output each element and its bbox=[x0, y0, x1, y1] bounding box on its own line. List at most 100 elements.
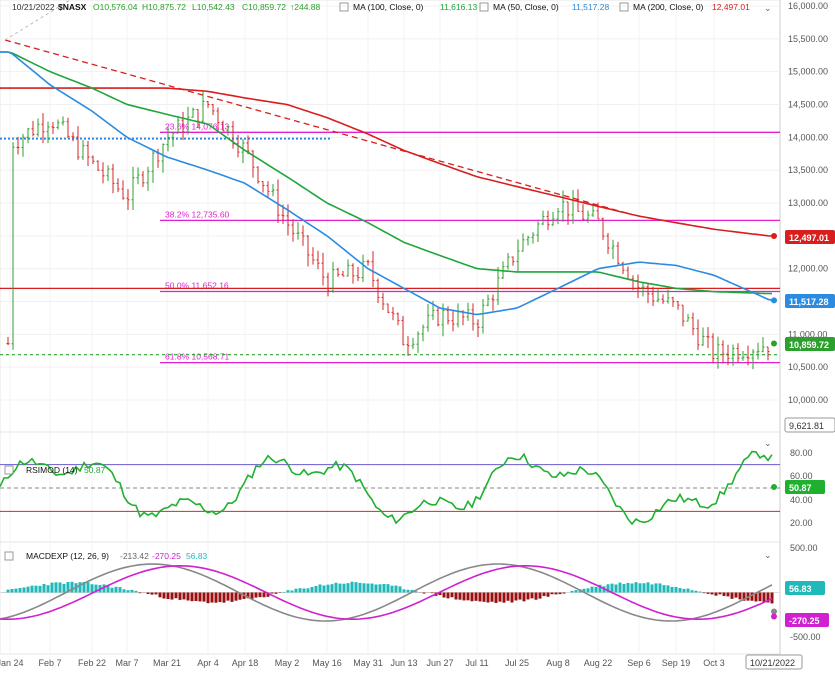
macd-histogram-bar bbox=[90, 584, 94, 593]
macd-histogram-bar bbox=[294, 588, 298, 593]
macd-histogram-bar bbox=[530, 592, 534, 599]
rsi-badge: 50.87 bbox=[785, 480, 825, 494]
macd-histogram-bar bbox=[66, 582, 70, 593]
macd-histogram-bar bbox=[710, 592, 714, 595]
ma100-toggle-icon[interactable] bbox=[339, 2, 349, 12]
time-tick-label: Aug 8 bbox=[546, 658, 570, 668]
macd-histogram-bar bbox=[174, 592, 178, 599]
macd-histogram-bar bbox=[554, 592, 558, 595]
macd-histogram-bar bbox=[214, 592, 218, 603]
macd-histogram-bar bbox=[34, 585, 38, 593]
macd-histogram-bar bbox=[230, 592, 234, 602]
macd-histogram-bar bbox=[266, 592, 270, 597]
macd-histogram-bar bbox=[694, 590, 698, 593]
macd-histogram-bar bbox=[698, 591, 702, 593]
low-badge: 9,621.81 bbox=[784, 417, 835, 433]
macd-histogram-bar bbox=[130, 589, 134, 593]
macd-histogram-bar bbox=[234, 592, 238, 601]
macd-histogram-bar bbox=[42, 584, 46, 593]
macd-histogram-bar bbox=[626, 582, 630, 593]
macd-histogram-bar bbox=[338, 583, 342, 593]
macd-histogram-bar bbox=[122, 589, 126, 593]
time-tick-label: Feb 22 bbox=[78, 658, 106, 668]
macd-histogram-bar bbox=[346, 583, 350, 593]
price-tick-label: 14,000.00 bbox=[788, 132, 828, 142]
macd-histogram-bar bbox=[30, 585, 34, 593]
macd-tick-label: 500.00 bbox=[790, 543, 818, 553]
macd-histogram-bar bbox=[334, 582, 338, 593]
macd-histogram-bar bbox=[586, 588, 590, 593]
macd-histogram-bar bbox=[350, 581, 354, 593]
macd-histogram-bar bbox=[438, 592, 442, 596]
rsi-tick-label: 60.00 bbox=[790, 471, 813, 481]
ma200-badge: 12,497.01 bbox=[785, 230, 835, 244]
macd-histogram-bar bbox=[186, 592, 190, 601]
macd-panel[interactable] bbox=[0, 541, 781, 655]
macd-histogram-bar bbox=[6, 589, 10, 593]
macd-toggle-icon[interactable] bbox=[4, 551, 14, 561]
macd-histogram-bar bbox=[58, 582, 62, 593]
macd-value-3: 56.83 bbox=[186, 551, 208, 561]
macd-histogram-bar bbox=[642, 583, 646, 593]
macd-histogram-bar bbox=[722, 592, 726, 596]
price-tick-label: 13,000.00 bbox=[788, 198, 828, 208]
fib-level-label: 61.8% 10,568.71 bbox=[165, 352, 230, 362]
macd-histogram-bar bbox=[706, 592, 710, 594]
macd-histogram-bar bbox=[598, 584, 602, 593]
macd-histogram-bar bbox=[106, 585, 110, 593]
macd-histogram-bar bbox=[606, 584, 610, 593]
macd-histogram-bar bbox=[714, 592, 718, 596]
macd-histogram-bar bbox=[570, 590, 574, 593]
macd-histogram-bar bbox=[222, 592, 226, 603]
macd-histogram-bar bbox=[126, 590, 130, 593]
macd-collapse-icon[interactable]: ⌄ bbox=[764, 550, 772, 560]
price-tick-label: 12,000.00 bbox=[788, 264, 828, 274]
collapse-chevron-icon[interactable]: ⌄ bbox=[764, 3, 772, 13]
macd-histogram-bar bbox=[618, 582, 622, 593]
macd-histogram-bar bbox=[382, 583, 386, 593]
macd-histogram-bar bbox=[370, 583, 374, 593]
macd-histogram-bar bbox=[378, 584, 382, 593]
macd-histogram-bar bbox=[478, 592, 482, 602]
close-badge: 10,859.72 bbox=[785, 337, 835, 351]
trend-extension-line bbox=[4, 0, 71, 41]
macd-histogram-bar bbox=[198, 592, 202, 602]
macd-histogram-bar bbox=[766, 592, 770, 603]
time-tick-label: Mar 7 bbox=[115, 658, 138, 668]
time-tick-label: Jun 27 bbox=[426, 658, 453, 668]
rsi-collapse-icon[interactable]: ⌄ bbox=[764, 438, 772, 448]
macd-tick-label: -500.00 bbox=[790, 632, 821, 642]
macd-histogram-bar bbox=[110, 587, 114, 593]
macd-histogram-bar bbox=[70, 581, 74, 593]
header-close: C10,859.72 bbox=[242, 2, 286, 12]
time-tick-label: Oct 3 bbox=[703, 658, 725, 668]
macd-histogram-bar bbox=[306, 588, 310, 593]
macd-histogram-bar bbox=[674, 586, 678, 593]
macd-histogram-bar bbox=[50, 582, 54, 593]
macd-histogram-bar bbox=[658, 583, 662, 593]
macd-histogram-bar bbox=[314, 585, 318, 593]
macd-histogram-bar bbox=[446, 592, 450, 599]
header-symbol: $NASX bbox=[58, 2, 87, 12]
close-end-dot bbox=[771, 340, 777, 347]
macd-histogram-bar bbox=[274, 592, 278, 594]
macd-histogram-bar bbox=[342, 583, 346, 593]
macd-histogram-bar bbox=[486, 592, 490, 603]
macd-histogram-bar bbox=[218, 592, 222, 603]
rsi-panel[interactable] bbox=[0, 431, 781, 543]
downtrend-line bbox=[4, 39, 631, 215]
time-tick-label: May 2 bbox=[275, 658, 300, 668]
macd-histogram-bar bbox=[450, 592, 454, 598]
rsi-toggle-icon[interactable] bbox=[4, 465, 14, 475]
macd-end-dot bbox=[771, 608, 777, 615]
macd-histogram-bar bbox=[170, 592, 174, 600]
macd-histogram-bar bbox=[162, 592, 166, 599]
macd-histogram-bar bbox=[398, 586, 402, 593]
ma200-end-dot bbox=[771, 233, 777, 240]
macd-signal-line bbox=[0, 564, 773, 620]
macd-histogram-bar bbox=[614, 584, 618, 593]
ma50-badge: 11,517.28 bbox=[785, 294, 835, 308]
ma50-toggle-icon[interactable] bbox=[479, 2, 489, 12]
ma200-toggle-icon[interactable] bbox=[619, 2, 629, 12]
